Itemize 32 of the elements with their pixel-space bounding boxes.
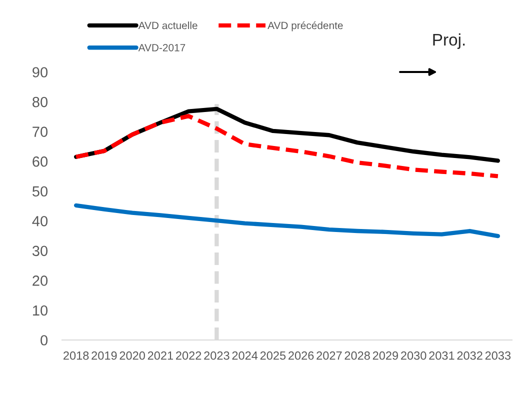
y-tick-label: 0 <box>40 335 48 346</box>
x-tick-label: 2023 <box>204 351 230 360</box>
x-tick-label: 2026 <box>288 351 314 360</box>
x-tick-label: 2019 <box>92 351 117 360</box>
x-tick-label: 2032 <box>457 351 482 360</box>
y-tick-label: 30 <box>32 246 48 256</box>
y-tick-label: 70 <box>32 126 48 137</box>
y-tick-label: 50 <box>32 186 48 197</box>
line-series <box>74 114 500 178</box>
x-tick-label: 2024 <box>232 351 258 360</box>
legend-label: AVD-2017 <box>138 44 186 52</box>
y-tick-label: 80 <box>32 96 48 108</box>
y-tick-label: 90 <box>32 67 48 78</box>
legend-label: AVD actuelle <box>138 21 198 30</box>
legend-label: AVD précédente <box>268 21 343 32</box>
x-tick-label: 2027 <box>316 351 342 360</box>
x-tick-label: 2021 <box>148 351 173 360</box>
x-tick-label: 2028 <box>344 351 370 360</box>
x-tick-label: 2029 <box>372 351 398 360</box>
text: Proj. <box>433 33 465 49</box>
y-tick-label: 10 <box>33 305 48 316</box>
x-tick-label: 2018 <box>64 351 89 360</box>
x-tick-label: 2022 <box>176 351 202 360</box>
y-tick-label: 40 <box>32 216 48 226</box>
x-tick-label: 2033 <box>485 351 511 360</box>
line-series <box>74 203 500 238</box>
y-tick-label: 20 <box>32 276 48 286</box>
x-tick-label: 2031 <box>429 351 454 360</box>
y-tick-label: 60 <box>32 156 48 167</box>
x-tick-label: 2030 <box>401 351 426 360</box>
x-tick-label: 2020 <box>120 351 145 360</box>
x-tick-label: 2025 <box>260 351 286 360</box>
